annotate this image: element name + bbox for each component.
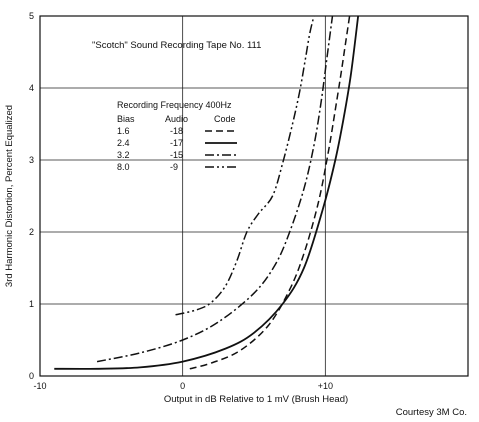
series-line-bias-2.4 [54, 15, 360, 370]
legend: Recording Frequency 400Hz Bias Audio Cod… [117, 100, 237, 172]
x-tick-label: 0 [180, 381, 185, 391]
legend-col-audio: Audio [165, 114, 188, 124]
legend-audio-value: -17 [170, 138, 183, 148]
y-tick-label: 5 [29, 11, 34, 21]
x-tick-label: +10 [318, 381, 333, 391]
x-axis-label: Output in dB Relative to 1 mV (Brush Hea… [164, 394, 348, 405]
series-line-bias-1.6 [189, 15, 351, 370]
legend-bias-value: 8.0 [117, 162, 130, 172]
plot-frame [39, 15, 469, 377]
legend-col-code: Code [214, 114, 236, 124]
y-tick-label: 2 [29, 227, 34, 237]
legend-audio-value: -9 [170, 162, 178, 172]
legend-heading: Recording Frequency 400Hz [117, 100, 232, 110]
legend-col-bias: Bias [117, 114, 135, 124]
series-line-bias-8.0 [175, 15, 315, 316]
legend-audio-value: -15 [170, 150, 183, 160]
series-line-bias-3.2 [96, 15, 334, 363]
y-tick-label: 0 [29, 371, 34, 381]
chart-title: "Scotch" Sound Recording Tape No. 111 [92, 40, 261, 51]
y-tick-label: 4 [29, 83, 34, 93]
y-tick-label: 1 [29, 299, 34, 309]
legend-bias-value: 1.6 [117, 126, 130, 136]
legend-bias-value: 2.4 [117, 138, 130, 148]
legend-audio-value: -18 [170, 126, 183, 136]
data-series [54, 15, 360, 370]
grid-lines [40, 16, 468, 376]
x-tick-label: -10 [33, 381, 46, 391]
legend-bias-value: 3.2 [117, 150, 130, 160]
courtesy-credit: Courtesy 3M Co. [395, 407, 467, 418]
y-axis-label: 3rd Harmonic Distortion, Percent Equaliz… [4, 105, 15, 287]
y-tick-label: 3 [29, 155, 34, 165]
